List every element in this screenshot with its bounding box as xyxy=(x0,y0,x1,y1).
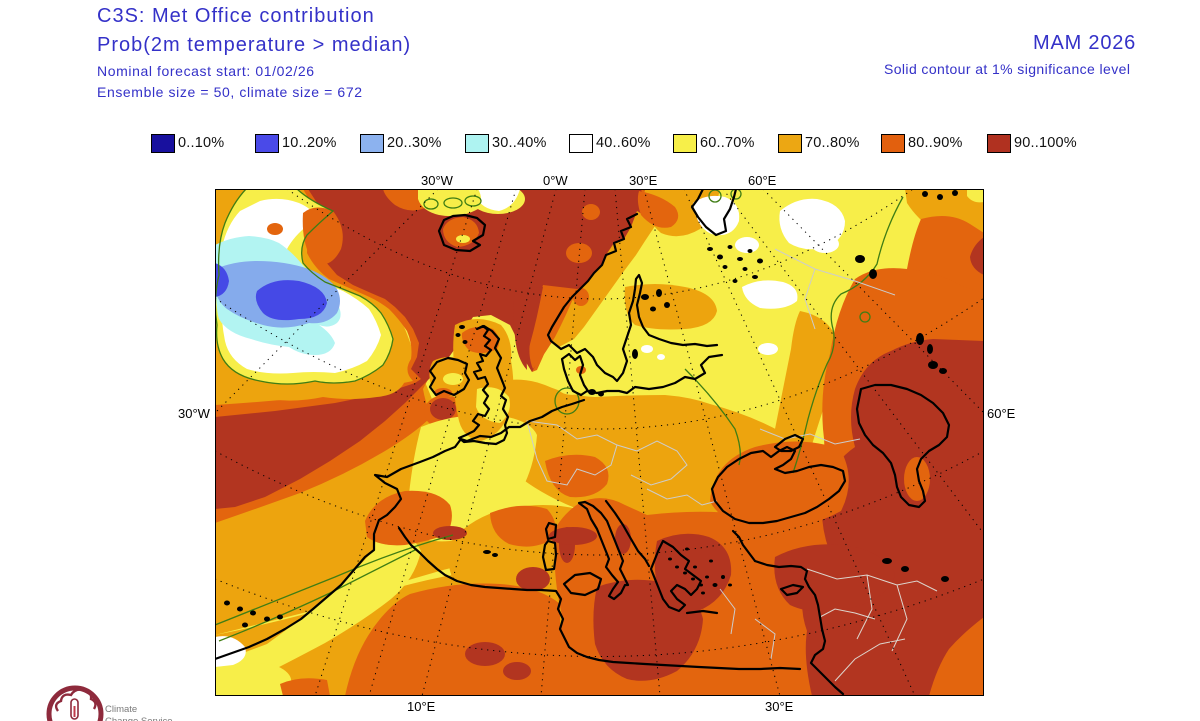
svg-text:Climate: Climate xyxy=(105,704,137,715)
svg-text:Change Service: Change Service xyxy=(105,716,173,721)
